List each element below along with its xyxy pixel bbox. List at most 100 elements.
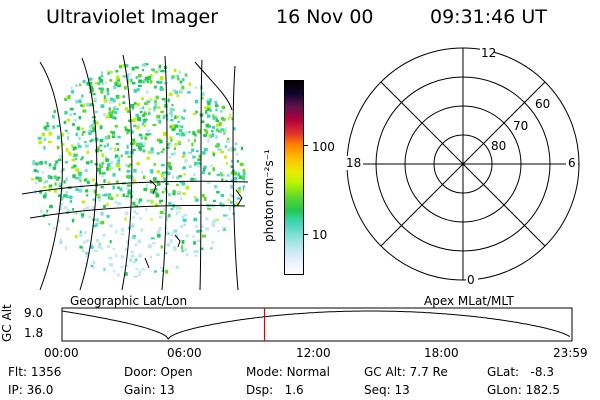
emission-pixel [139, 141, 143, 144]
emission-pixel [183, 173, 186, 176]
emission-pixel [92, 93, 96, 96]
gc-alt-field: GC Alt: 7.7 Re [364, 365, 448, 379]
emission-pixel [47, 175, 52, 179]
emission-pixel [79, 230, 82, 235]
emission-pixel [153, 270, 157, 273]
emission-pixel [233, 147, 236, 152]
emission-pixel [78, 188, 83, 193]
emission-pixel [125, 107, 129, 111]
emission-pixel [109, 97, 114, 101]
emission-pixel [179, 80, 183, 84]
emission-pixel [98, 76, 102, 80]
emission-pixel [155, 203, 159, 208]
emission-pixel [114, 200, 117, 204]
mode-value: Normal [286, 365, 330, 379]
emission-pixel [145, 133, 150, 136]
emission-pixel [173, 127, 176, 131]
emission-pixel [76, 126, 80, 131]
emission-pixel [77, 145, 82, 148]
emission-pixel [143, 142, 147, 146]
emission-pixel [165, 231, 169, 236]
emission-pixel [59, 170, 64, 173]
emission-pixel [152, 177, 157, 181]
emission-pixel [192, 155, 195, 159]
emission-pixel [75, 168, 80, 172]
emission-pixel [165, 269, 169, 274]
emission-pixel [101, 74, 104, 78]
emission-pixel [86, 194, 89, 197]
emission-pixel [75, 158, 78, 160]
colorbar [284, 80, 304, 275]
emission-pixel [171, 127, 175, 132]
emission-pixel [107, 114, 110, 118]
emission-pixel [46, 209, 49, 213]
emission-pixel [148, 133, 152, 136]
emission-pixel [215, 135, 218, 139]
emission-pixel [126, 169, 131, 173]
emission-pixel [203, 147, 208, 152]
emission-pixel [135, 76, 138, 80]
emission-pixel [168, 156, 172, 159]
emission-pixel [125, 195, 129, 198]
emission-pixel [90, 264, 94, 267]
emission-pixel [136, 142, 140, 147]
emission-pixel [115, 70, 119, 73]
emission-pixel [112, 173, 116, 177]
emission-pixel [153, 163, 156, 166]
emission-pixel [206, 106, 211, 109]
emission-pixel [134, 117, 138, 120]
mlat-label-70: 70 [513, 119, 529, 133]
emission-pixel [132, 201, 136, 206]
emission-pixel [124, 272, 128, 276]
emission-pixel [137, 146, 142, 150]
emission-pixel [167, 162, 171, 166]
ip-label: IP: [8, 383, 23, 397]
emission-pixel [115, 143, 120, 145]
emission-pixel [181, 155, 185, 158]
emission-pixel [150, 150, 154, 154]
emission-pixel [103, 99, 108, 103]
emission-pixel [108, 107, 111, 111]
emission-pixel [119, 187, 123, 190]
emission-pixel [83, 178, 87, 182]
emission-pixel [168, 202, 172, 205]
emission-pixel [191, 142, 194, 147]
emission-pixel [173, 247, 177, 252]
dsp-field: Dsp: 1.6 [246, 383, 304, 397]
emission-pixel [131, 216, 135, 219]
emission-pixel [228, 117, 231, 120]
emission-pixel [201, 171, 205, 175]
mlt-label-12: 12 [481, 46, 497, 60]
emission-pixel [117, 186, 120, 190]
emission-pixel [67, 95, 71, 99]
emission-pixel [81, 156, 84, 159]
emission-pixel [173, 229, 178, 233]
emission-pixel [84, 144, 89, 148]
emission-pixel [120, 255, 124, 259]
emission-pixel [156, 231, 160, 234]
emission-pixel [224, 144, 228, 149]
emission-pixel [216, 218, 219, 222]
emission-pixel [79, 179, 82, 182]
emission-pixel [171, 75, 174, 80]
emission-pixel [174, 143, 178, 146]
emission-pixel [198, 154, 202, 159]
emission-pixel [160, 245, 163, 249]
emission-pixel [102, 193, 106, 197]
emission-pixel [191, 148, 195, 152]
emission-pixel [174, 90, 178, 94]
emission-pixel [128, 189, 132, 193]
emission-pixel [215, 108, 218, 112]
emission-pixel [203, 134, 207, 137]
emission-pixel [141, 170, 144, 174]
emission-pixel [180, 224, 184, 228]
emission-pixel [73, 118, 78, 122]
emission-pixel [203, 197, 207, 201]
auroral-emission-pixels [31, 62, 246, 278]
emission-pixel [142, 114, 146, 117]
emission-pixel [159, 76, 164, 81]
colorbar-tick-100: 100 [312, 140, 335, 154]
emission-pixel [117, 202, 122, 206]
emission-pixel [58, 158, 62, 162]
emission-pixel [230, 179, 234, 182]
